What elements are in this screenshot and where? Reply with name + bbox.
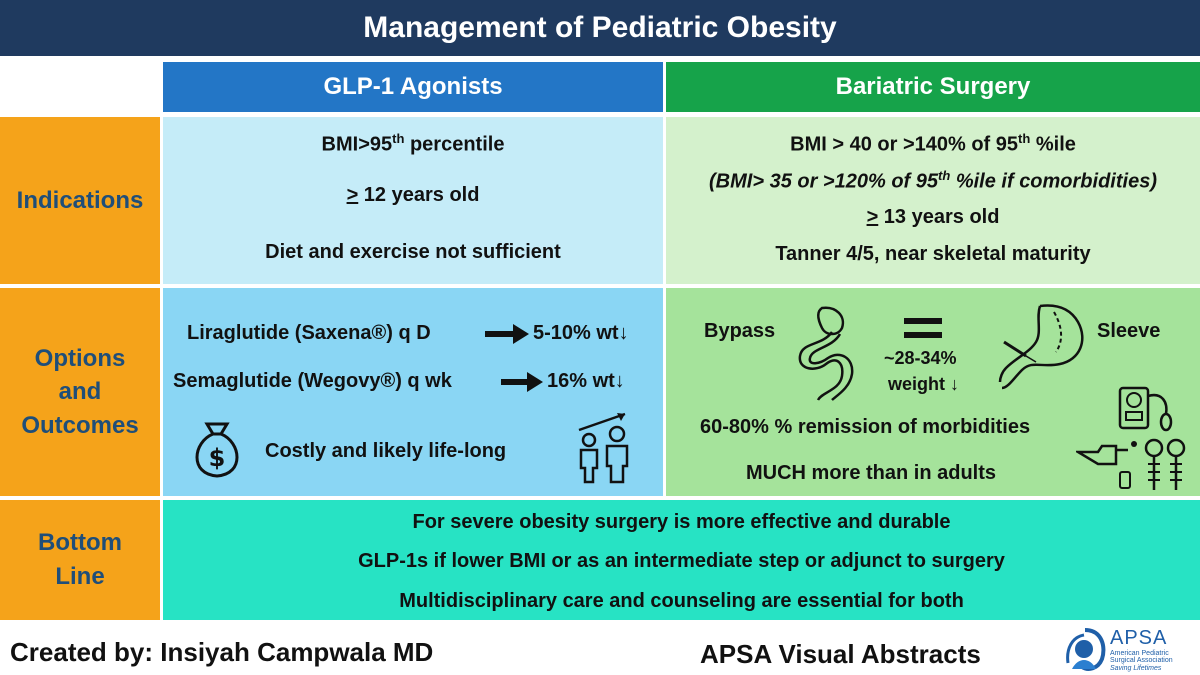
cost-note: Costly and likely life-long bbox=[265, 440, 507, 462]
weight-loss-range: ~28-34% bbox=[884, 348, 957, 368]
surgery-tanner-criterion: Tanner 4/5, near skeletal maturity bbox=[775, 243, 1091, 265]
money-bag-icon: $ bbox=[185, 418, 249, 480]
glp1-age-criterion: > 12 years old bbox=[346, 184, 480, 206]
row-header-options-line-1: Options bbox=[34, 344, 126, 372]
logo-subtitle-2: Surgical Association bbox=[1110, 657, 1173, 664]
surgery-age-criterion: > 13 years old bbox=[866, 206, 1000, 228]
surgery-bmi-criterion: BMI > 40 or >140% of 95th %ile bbox=[790, 131, 1076, 156]
logo-subtitle-1: American Pediatric bbox=[1110, 650, 1169, 657]
medical-conditions-icon bbox=[1076, 434, 1196, 492]
glp1-indications-cell: BMI>95th percentile > 12 years old Diet … bbox=[163, 117, 663, 284]
row-header-options-line-3: Outcomes bbox=[21, 411, 139, 439]
bottom-line-point-2: GLP-1s if lower BMI or as an intermediat… bbox=[358, 550, 1005, 572]
glp1-diet-criterion: Diet and exercise not sufficient bbox=[265, 241, 561, 263]
apsa-logo: APSA American Pediatric Surgical Associa… bbox=[1062, 627, 1196, 673]
sleeve-gastrectomy-icon bbox=[996, 302, 1096, 392]
semaglutide-result: 16% wt↓ bbox=[547, 370, 625, 392]
bottom-line-point-1: For severe obesity surgery is more effec… bbox=[412, 511, 951, 533]
row-header-indications-label: Indications bbox=[16, 186, 144, 214]
growing-children-icon bbox=[573, 412, 639, 484]
liraglutide-result: 5-10% wt↓ bbox=[533, 322, 629, 344]
liraglutide-drug: Liraglutide (Saxena®) q D bbox=[187, 322, 431, 344]
sleeve-label: Sleeve bbox=[1097, 320, 1161, 342]
weight-loss-label: weight ↓ bbox=[888, 374, 959, 394]
row-header-bottom-line-2: Line bbox=[55, 563, 105, 590]
bottom-line-cell: For severe obesity surgery is more effec… bbox=[163, 500, 1200, 620]
page-title: Management of Pediatric Obesity bbox=[0, 0, 1200, 56]
author-credit: Created by: Insiyah Campwala MD bbox=[10, 637, 434, 667]
blood-pressure-monitor-icon bbox=[1118, 384, 1174, 434]
logo-name: APSA bbox=[1110, 627, 1168, 649]
glp1-options-cell: Liraglutide (Saxena®) q D 5-10% wt↓ Sema… bbox=[163, 288, 663, 496]
row-header-options: Options and Outcomes bbox=[0, 288, 160, 496]
surgery-indications-cell: BMI > 40 or >140% of 95th %ile (BMI> 35 … bbox=[666, 117, 1200, 284]
right-arrow-icon bbox=[485, 324, 529, 344]
row-header-options-line-2: and bbox=[58, 378, 102, 406]
remission-stat: 60-80% % remission of morbidities bbox=[700, 416, 1031, 438]
apsa-logo-icon bbox=[1062, 627, 1108, 673]
row-header-bottom-line: Bottom Line bbox=[0, 500, 160, 620]
logo-tagline: Saving Lifetimes bbox=[1110, 665, 1162, 672]
column-header-glp1: GLP-1 Agonists bbox=[163, 62, 663, 112]
surgery-options-cell: Bypass ~28-34% weight ↓ Sleeve 60-80% % … bbox=[666, 288, 1200, 496]
surgery-comorbidity-criterion: (BMI> 35 or >120% of 95th %ile if comorb… bbox=[709, 168, 1157, 193]
series-label: APSA Visual Abstracts bbox=[700, 639, 981, 669]
row-header-indications: Indications bbox=[0, 117, 160, 284]
semaglutide-drug: Semaglutide (Wegovy®) q wk bbox=[173, 370, 452, 392]
glp1-bmi-criterion: BMI>95th percentile bbox=[321, 131, 505, 156]
bypass-label: Bypass bbox=[704, 320, 776, 342]
equals-icon bbox=[904, 318, 942, 340]
bottom-line-point-3: Multidisciplinary care and counseling ar… bbox=[399, 590, 964, 612]
column-header-surgery: Bariatric Surgery bbox=[666, 62, 1200, 112]
row-header-bottom-line-1: Bottom bbox=[38, 529, 122, 557]
right-arrow-icon bbox=[501, 372, 543, 392]
svg-text:$: $ bbox=[209, 444, 226, 472]
gastric-bypass-icon bbox=[792, 302, 872, 402]
adults-comparison: MUCH more than in adults bbox=[746, 462, 997, 484]
